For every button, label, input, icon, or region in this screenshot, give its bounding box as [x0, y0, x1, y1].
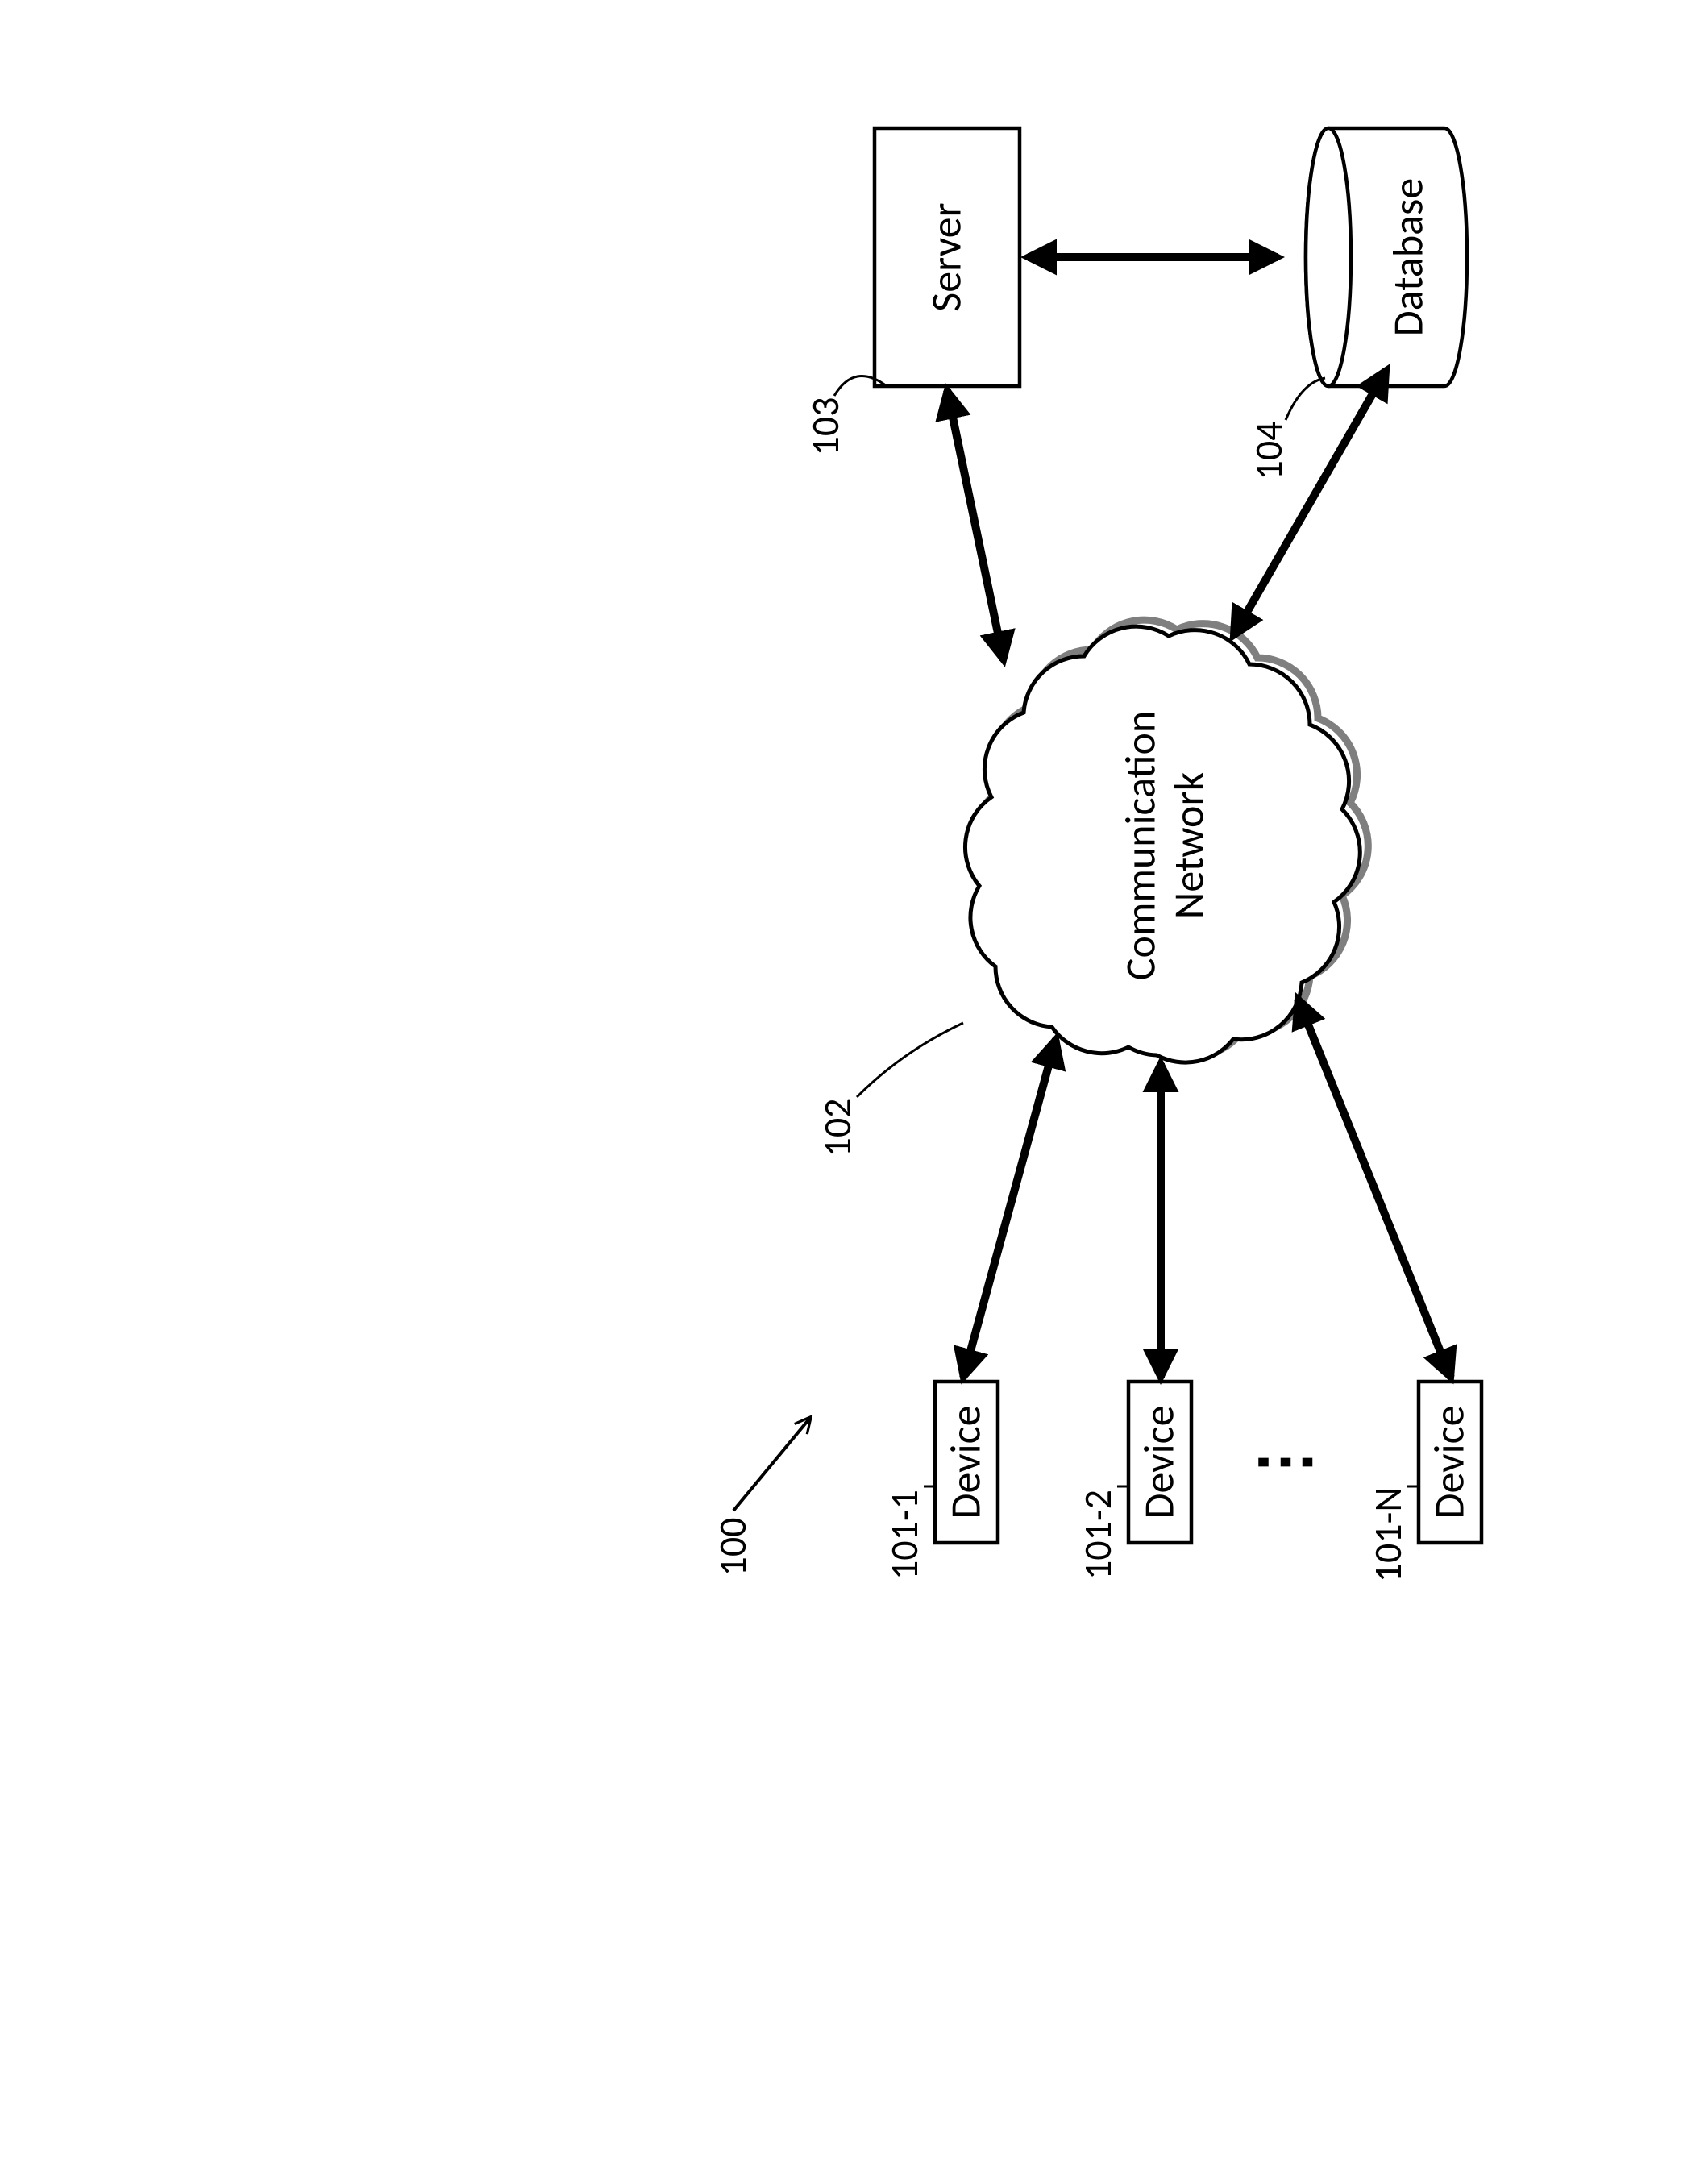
cloud-label-line1: Communication: [1114, 711, 1166, 981]
server-label: Server: [920, 202, 971, 311]
leader-104: [1286, 378, 1325, 420]
ref-103: 103: [801, 397, 849, 456]
ellipsis-dots: ⋮: [1245, 1430, 1323, 1494]
cloud-label-line2: Network: [1162, 772, 1214, 919]
leader-102: [857, 1023, 963, 1097]
device-label: Device: [939, 1406, 991, 1519]
double-arrow: [1298, 999, 1451, 1378]
database-cylinder: Database: [1306, 128, 1467, 386]
device-box: Device: [1419, 1382, 1482, 1543]
ref-104: 104: [1245, 422, 1292, 480]
double-arrow: [947, 390, 1004, 660]
double-arrow: [1233, 370, 1386, 636]
device-ref: 101-1: [880, 1490, 928, 1580]
device-ref: 101-N: [1364, 1487, 1411, 1583]
device-label: Device: [1132, 1406, 1184, 1519]
device-ref: 101-2: [1074, 1490, 1121, 1580]
leader-100: [733, 1418, 810, 1511]
ref-102: 102: [813, 1099, 861, 1158]
device-box: Device: [1128, 1382, 1191, 1543]
cloud-network: CommunicationNetwork: [965, 620, 1368, 1062]
device-label: Device: [1423, 1406, 1474, 1519]
device-box: Device: [935, 1382, 998, 1543]
db-top: [1306, 128, 1351, 386]
server-box: Server: [875, 128, 1020, 386]
ref-100: 100: [709, 1518, 756, 1577]
database-label: Database: [1382, 178, 1433, 337]
double-arrow: [963, 1039, 1056, 1378]
